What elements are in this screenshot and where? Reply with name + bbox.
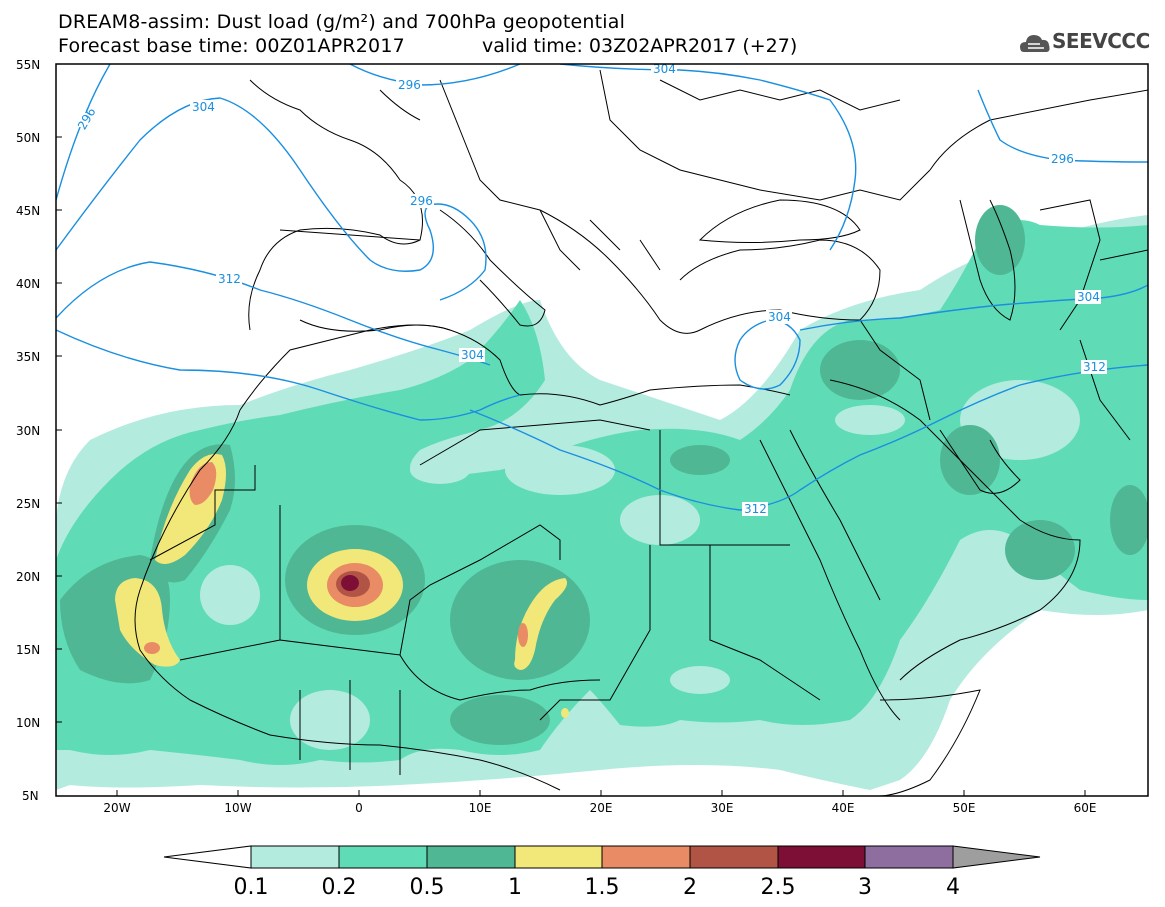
- contour-label: 296: [1051, 152, 1074, 166]
- contour-label: 312: [1083, 360, 1106, 374]
- colorbar-labels: 0.1 0.2 0.5 1 1.5 2 2.5 3 4: [234, 875, 961, 900]
- contour-label: 296: [410, 194, 433, 208]
- lon-label: 50E: [953, 801, 976, 815]
- lon-label: 10W: [224, 801, 251, 815]
- colorbar-label: 0.5: [410, 875, 445, 900]
- lat-label: 10N: [16, 716, 40, 730]
- colorbar-swatch: [777, 845, 866, 869]
- contour-312-central: [469, 364, 1148, 511]
- colorbar-swatch: [426, 845, 516, 869]
- colorbar-label: 2: [683, 875, 697, 900]
- lon-label: 40E: [832, 801, 855, 815]
- colorbar-swatch: [514, 845, 603, 869]
- lon-label: 20W: [103, 801, 130, 815]
- lat-label: 30N: [16, 424, 40, 438]
- lon-label: 0: [355, 801, 363, 815]
- colorbar-label: 2.5: [761, 875, 796, 900]
- contour-296-west: [56, 64, 111, 201]
- lat-label: 20N: [16, 570, 40, 584]
- contour-label: 296: [398, 78, 421, 92]
- contour-label: 304: [653, 62, 676, 76]
- contour-label: 312: [744, 502, 767, 516]
- forecast-base-time: Forecast base time: 00Z01APR2017: [58, 35, 405, 57]
- contour-296-north: [349, 64, 521, 86]
- contour-304-west: [56, 97, 487, 301]
- logo-text: SEEVCCC: [1052, 29, 1150, 53]
- colorbar-swatch: [601, 845, 691, 869]
- dust-level-1: [115, 578, 180, 667]
- contour-label: 304: [461, 348, 484, 362]
- lat-label: 40N: [16, 277, 40, 291]
- dust-shading: [56, 205, 1148, 790]
- colorbar-label: 4: [946, 875, 960, 900]
- map-title: DREAM8-assim: Dust load (g/m²) and 700hP…: [58, 11, 626, 33]
- contour-304-northeast: [799, 284, 1148, 331]
- colorbar-label: 1.5: [585, 875, 620, 900]
- axis-ticks: [56, 63, 1086, 796]
- cloud-logo-icon: [1020, 35, 1050, 52]
- dust-level-2.5: [341, 575, 359, 591]
- colorbar-arrow-low: [163, 845, 252, 869]
- contour-label: 304: [768, 310, 791, 324]
- lon-label: 10E: [469, 801, 492, 815]
- lat-label: 55N: [16, 58, 40, 72]
- lat-label: 5N: [22, 789, 39, 803]
- valid-time: valid time: 03Z02APR2017 (+27): [482, 35, 798, 57]
- contour-label: 304: [1077, 290, 1100, 304]
- colorbar-label: 0.1: [234, 875, 269, 900]
- colorbar-label: 1: [508, 875, 522, 900]
- lat-label: 25N: [16, 497, 40, 511]
- colorbar-swatch: [864, 845, 954, 869]
- colorbar-swatch: [689, 845, 779, 869]
- colorbar: [163, 845, 1041, 869]
- dust-level-1.5: [189, 462, 217, 505]
- lon-label: 30E: [711, 801, 734, 815]
- contour-labels: 296 304 296 304 296 312 304 304 312 312 …: [75, 62, 1107, 516]
- lat-label: 15N: [16, 643, 40, 657]
- longitude-labels: 20W 10W 0 10E 20E 30E 40E 50E 60E: [103, 801, 1096, 815]
- contour-296-east: [977, 89, 1148, 163]
- lat-label: 50N: [16, 131, 40, 145]
- colorbar-label: 0.2: [322, 875, 357, 900]
- lat-label: 45N: [16, 204, 40, 218]
- lat-label: 35N: [16, 350, 40, 364]
- colorbar-swatch: [338, 845, 428, 869]
- colorbar-label: 3: [858, 875, 872, 900]
- contour-304-mid: [56, 329, 521, 421]
- contour-label: 304: [192, 100, 215, 114]
- lon-label: 60E: [1074, 801, 1097, 815]
- colorbar-swatch: [250, 845, 340, 869]
- contour-label: 312: [218, 272, 241, 286]
- colorbar-arrow-high: [952, 845, 1041, 869]
- latitude-labels: 55N 50N 45N 40N 35N 30N 25N 20N 15N 10N …: [16, 58, 40, 803]
- country-borders: [134, 69, 1148, 796]
- lon-label: 20E: [590, 801, 613, 815]
- contour-312-west: [56, 261, 491, 366]
